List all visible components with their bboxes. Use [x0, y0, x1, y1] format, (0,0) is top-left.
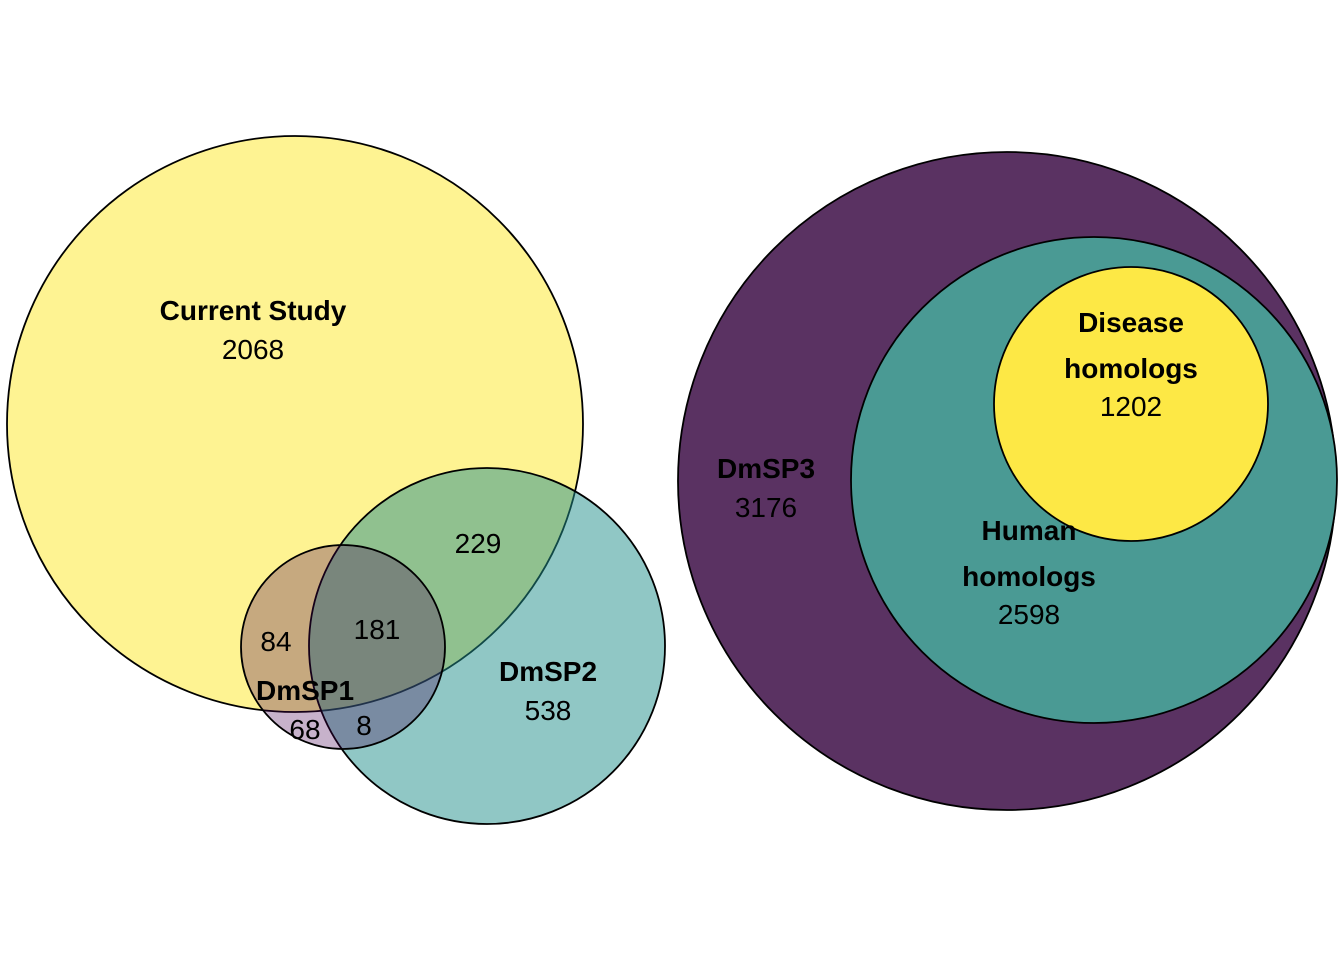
dmsp2-label: DmSP2	[499, 656, 597, 687]
dmsp2-circle	[308, 467, 666, 825]
human-homologs-label-line1: Human	[982, 515, 1077, 546]
disease-homologs-count: 1202	[1100, 391, 1162, 422]
all-three-count: 181	[354, 614, 401, 645]
disease-homologs-label-line2: homologs	[1064, 353, 1198, 384]
human-homologs-label-line2: homologs	[962, 561, 1096, 592]
left-venn: Current Study 2068 229 84 181 DmSP1 68 8…	[6, 135, 666, 825]
dmsp1-circle	[240, 544, 446, 750]
dmsp1-dmsp2-count: 8	[356, 710, 372, 741]
current-study-count: 2068	[222, 334, 284, 365]
dmsp1-count: 68	[289, 714, 320, 745]
disease-homologs-circle	[993, 266, 1269, 542]
dmsp1-label: DmSP1	[256, 675, 354, 706]
current-study-dmsp2-count: 229	[455, 528, 502, 559]
right-venn: DmSP3 3176 Human homologs 2598 Disease h…	[677, 151, 1338, 811]
current-study-label: Current Study	[160, 295, 347, 326]
dmsp3-count: 3176	[735, 492, 797, 523]
current-study-dmsp1-count: 84	[260, 626, 291, 657]
dmsp3-label: DmSP3	[717, 453, 815, 484]
disease-homologs-label-line1: Disease	[1078, 307, 1184, 338]
dmsp2-count: 538	[525, 695, 572, 726]
human-homologs-count: 2598	[998, 599, 1060, 630]
